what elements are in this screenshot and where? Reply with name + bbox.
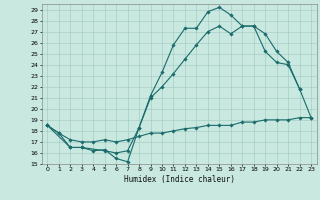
X-axis label: Humidex (Indice chaleur): Humidex (Indice chaleur) <box>124 175 235 184</box>
